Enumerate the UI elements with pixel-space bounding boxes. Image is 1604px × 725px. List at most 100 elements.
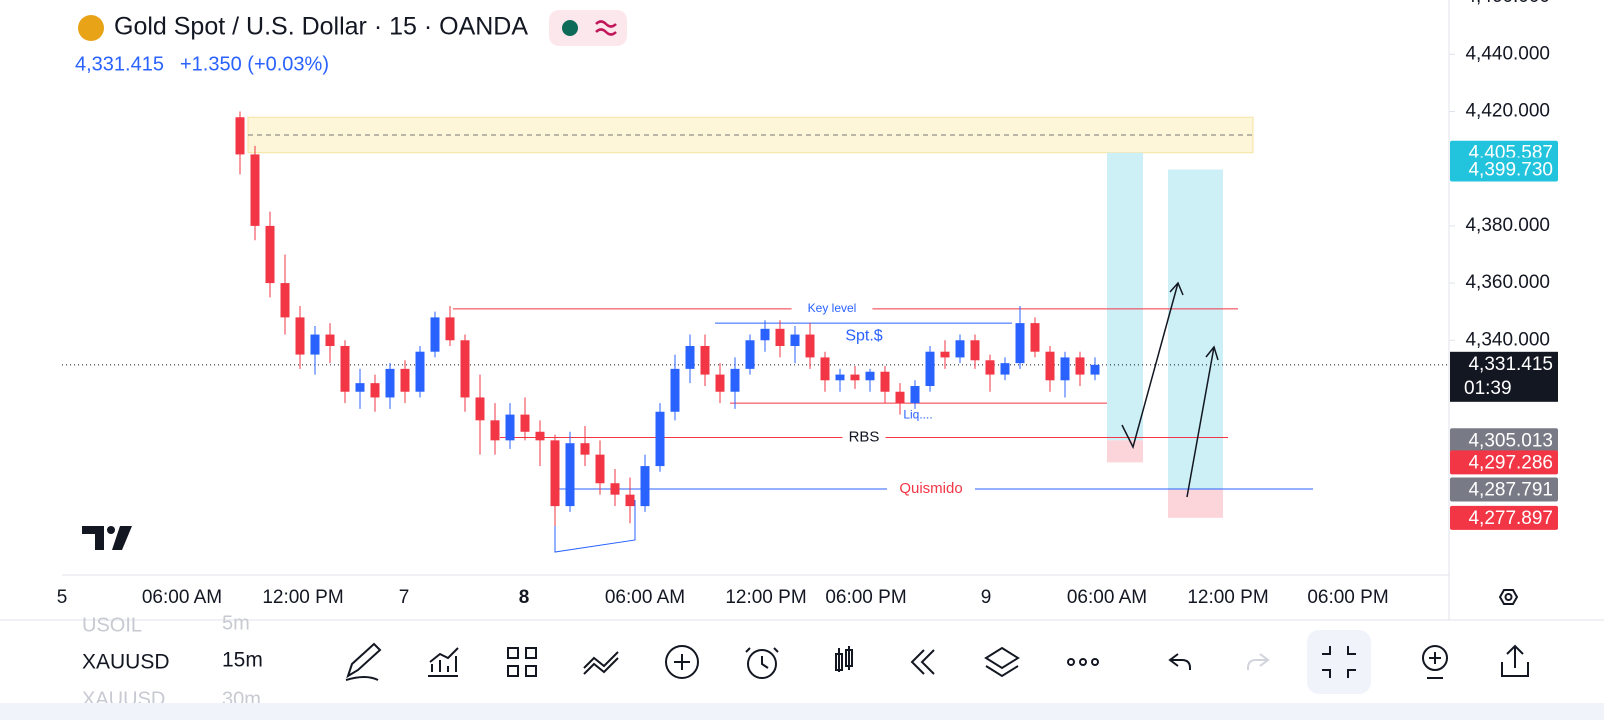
candle-body	[820, 357, 830, 381]
candle-body	[745, 340, 755, 369]
candle-body	[925, 351, 935, 387]
settings-icon[interactable]	[1498, 589, 1519, 605]
stop-zone	[1168, 489, 1223, 518]
interval[interactable]: 15m	[222, 649, 263, 672]
candle-body	[505, 414, 515, 441]
candle-body	[280, 283, 290, 318]
candle-body	[880, 371, 890, 392]
candle-body	[1030, 323, 1040, 352]
more-dot[interactable]	[1067, 658, 1075, 666]
undo-icon[interactable]	[1168, 653, 1191, 670]
draw-icon[interactable]	[345, 642, 382, 681]
candle-body	[595, 454, 605, 484]
nav-bar	[0, 703, 1604, 720]
candle-body	[730, 368, 740, 392]
candle-body	[955, 340, 965, 358]
candle-body	[760, 328, 770, 341]
watch-icon[interactable]	[1422, 645, 1448, 671]
candle-body	[1045, 351, 1055, 381]
candle-body	[835, 374, 845, 381]
y-tick-label: 4,440.000	[1465, 43, 1550, 64]
toolbar-icons	[345, 642, 1270, 681]
level-label: Liq....	[903, 407, 932, 421]
level-label-bg	[791, 300, 873, 317]
candle-body	[325, 334, 335, 346]
y-tick-label: 4,340.000	[1465, 329, 1550, 350]
plot: 4,460.000 4,440.000 4,420.000 4,380.000 4,36…	[57, 0, 1558, 608]
status-icon	[595, 20, 617, 36]
symbol[interactable]: XAUUSD	[82, 651, 170, 674]
price-tag-label: 4,305.013	[1468, 430, 1553, 451]
x-tick-label: 06:00 AM	[142, 587, 222, 608]
more-dot[interactable]	[1079, 658, 1087, 666]
price-tag	[1450, 505, 1558, 530]
candle-body	[235, 117, 245, 155]
arrow-head	[1205, 345, 1219, 361]
candle-body	[685, 345, 695, 369]
candle-body	[490, 420, 500, 441]
candle-body	[520, 414, 530, 432]
share-icon[interactable]	[1501, 644, 1529, 677]
candle-body	[850, 374, 860, 381]
redo-icon	[1247, 653, 1270, 670]
indicators-icon[interactable]	[428, 647, 459, 677]
add-icon[interactable]	[665, 645, 699, 679]
level-label: Spt.$	[845, 327, 882, 344]
candle-body	[340, 345, 350, 392]
x-tick-label: 06:00 PM	[1307, 587, 1388, 608]
candle-body	[970, 340, 980, 361]
level-label: RBS	[849, 428, 880, 445]
level-label: Key level	[808, 301, 857, 315]
arrow-head	[1169, 281, 1184, 296]
more-dot[interactable]	[1091, 658, 1099, 666]
price-tag-label: 4,277.897	[1468, 508, 1553, 529]
price-tag-label: 4,287.791	[1468, 480, 1553, 501]
header-title: Gold Spot / U.S. Dollar · 15 · OANDA	[114, 13, 528, 41]
price-tag	[1450, 477, 1558, 502]
candle-body	[265, 225, 275, 284]
candle-body	[610, 483, 620, 495]
current-price-label: 4,331.415	[1468, 354, 1553, 375]
candle-body	[550, 440, 560, 507]
fullscreen-button[interactable]	[1307, 630, 1371, 694]
x-tick-label: 5	[57, 587, 68, 608]
chart-type-icon[interactable]	[835, 646, 853, 672]
level-label-bg	[887, 480, 975, 497]
price-tag	[1450, 428, 1558, 453]
countdown: 01:39	[1464, 378, 1512, 399]
x-tick-label: 12:00 PM	[1187, 587, 1268, 608]
toolbar-icons-right	[1422, 644, 1529, 679]
candle-body	[910, 386, 920, 404]
candle-body	[355, 383, 365, 392]
arrow	[1186, 346, 1215, 498]
stop-zone	[1107, 440, 1143, 463]
plus	[674, 654, 690, 670]
y-tick-label: 4,460.000	[1465, 0, 1550, 7]
candle-body	[655, 411, 665, 467]
x-tick-label: 8	[519, 587, 530, 608]
layers-icon[interactable]	[984, 646, 1020, 678]
price-tag-label: 4,399.730	[1468, 159, 1553, 180]
candle-body	[865, 371, 875, 381]
candle-body	[295, 317, 305, 355]
candle-body	[415, 351, 425, 392]
watch-plus	[1427, 652, 1443, 679]
logo-part	[107, 526, 115, 534]
x-tick-label: 12:00 PM	[725, 587, 806, 608]
x-tick-label: 06:00 AM	[1067, 587, 1147, 608]
interval-faded: 5m	[222, 612, 250, 634]
templates-icon[interactable]	[583, 651, 619, 675]
candle-body	[400, 368, 410, 392]
current-price-tag	[1450, 351, 1558, 402]
replay-icon[interactable]	[910, 649, 935, 675]
candle-body	[805, 334, 815, 358]
y-tick-label: 4,380.000	[1465, 215, 1550, 236]
price-tag	[1450, 157, 1558, 182]
layouts-icon[interactable]	[507, 647, 537, 677]
alert-icon[interactable]	[747, 649, 777, 679]
dot	[1504, 593, 1513, 601]
x-tick-label: 7	[399, 587, 410, 608]
candle-body	[1090, 364, 1100, 375]
status-badge[interactable]	[549, 10, 627, 46]
